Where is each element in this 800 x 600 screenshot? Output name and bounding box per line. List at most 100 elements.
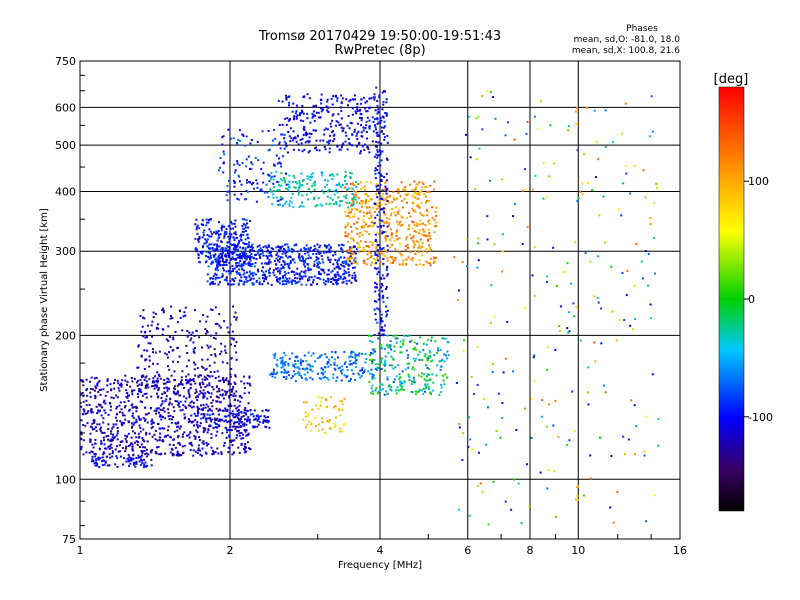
data-point <box>242 273 245 276</box>
data-point <box>219 353 222 356</box>
data-point <box>330 125 333 128</box>
data-point <box>348 249 350 252</box>
data-point <box>214 306 217 309</box>
data-point <box>289 261 292 264</box>
data-point <box>361 135 364 138</box>
data-point <box>272 182 275 185</box>
data-point <box>230 233 233 236</box>
data-point <box>386 257 389 259</box>
data-point <box>168 443 171 446</box>
data-point <box>249 384 252 387</box>
data-point <box>368 127 371 130</box>
data-point <box>392 367 395 370</box>
data-point <box>236 236 238 239</box>
data-point <box>125 441 128 444</box>
data-point <box>349 143 351 146</box>
data-point <box>170 305 173 308</box>
data-point <box>546 280 548 283</box>
data-point <box>196 395 199 398</box>
data-point <box>200 391 203 394</box>
data-point <box>150 458 153 461</box>
data-point <box>223 232 226 235</box>
data-point <box>401 216 404 219</box>
data-point <box>245 258 248 261</box>
data-point <box>436 352 439 355</box>
data-point <box>375 207 378 210</box>
data-point <box>381 108 384 111</box>
data-point <box>633 284 636 287</box>
data-point <box>385 269 388 272</box>
data-point <box>374 254 377 256</box>
data-point <box>152 311 155 314</box>
data-point <box>378 161 381 164</box>
data-point <box>100 442 102 445</box>
data-point <box>257 416 260 419</box>
data-point <box>148 330 151 333</box>
data-point <box>453 256 456 259</box>
data-point <box>256 245 259 248</box>
data-point <box>177 454 180 457</box>
data-point <box>400 199 403 202</box>
data-point <box>385 196 388 199</box>
data-point <box>422 342 425 345</box>
data-point <box>302 401 305 404</box>
data-point <box>349 211 352 214</box>
data-point <box>345 282 348 285</box>
data-point <box>347 206 350 209</box>
data-point <box>158 427 161 430</box>
data-point <box>198 374 201 377</box>
data-point <box>149 342 152 345</box>
data-point <box>468 514 471 517</box>
data-point <box>208 384 211 387</box>
data-point <box>302 418 305 421</box>
data-point <box>283 283 286 286</box>
data-point <box>370 335 373 338</box>
data-point <box>354 94 356 97</box>
data-point <box>368 381 371 383</box>
data-point <box>534 246 536 248</box>
data-point <box>375 153 378 156</box>
data-point <box>377 111 380 114</box>
data-point <box>350 352 353 355</box>
data-point <box>381 189 384 192</box>
data-point <box>282 365 285 368</box>
data-point <box>380 203 383 206</box>
data-point <box>237 414 240 417</box>
data-point <box>280 366 283 369</box>
data-point <box>375 387 378 390</box>
data-point <box>203 415 206 418</box>
data-point <box>209 371 212 373</box>
data-point <box>224 253 227 256</box>
data-point <box>338 244 341 247</box>
data-point <box>156 362 159 365</box>
data-point <box>143 458 146 461</box>
data-point <box>198 336 201 339</box>
data-point <box>306 262 309 265</box>
data-point <box>297 191 300 194</box>
data-point <box>291 352 294 355</box>
data-point <box>294 137 297 140</box>
data-point <box>395 375 398 378</box>
data-point <box>205 377 208 380</box>
data-point <box>341 261 344 264</box>
data-point <box>542 162 545 165</box>
chart-subtitle: RwPretec (8p) <box>334 43 425 58</box>
data-point <box>261 130 264 133</box>
data-point <box>574 498 577 501</box>
data-point <box>187 418 190 421</box>
data-point <box>377 271 380 274</box>
data-point <box>229 425 232 428</box>
data-point <box>400 346 403 349</box>
data-point <box>137 395 140 398</box>
data-point <box>169 317 172 320</box>
data-point <box>216 263 219 266</box>
data-point <box>245 413 248 416</box>
data-point <box>232 257 235 260</box>
data-point <box>377 298 380 301</box>
data-point <box>574 110 577 113</box>
data-point <box>274 352 277 355</box>
data-point <box>433 225 436 228</box>
data-point <box>458 508 460 511</box>
data-point <box>229 323 232 326</box>
data-point <box>325 251 328 254</box>
